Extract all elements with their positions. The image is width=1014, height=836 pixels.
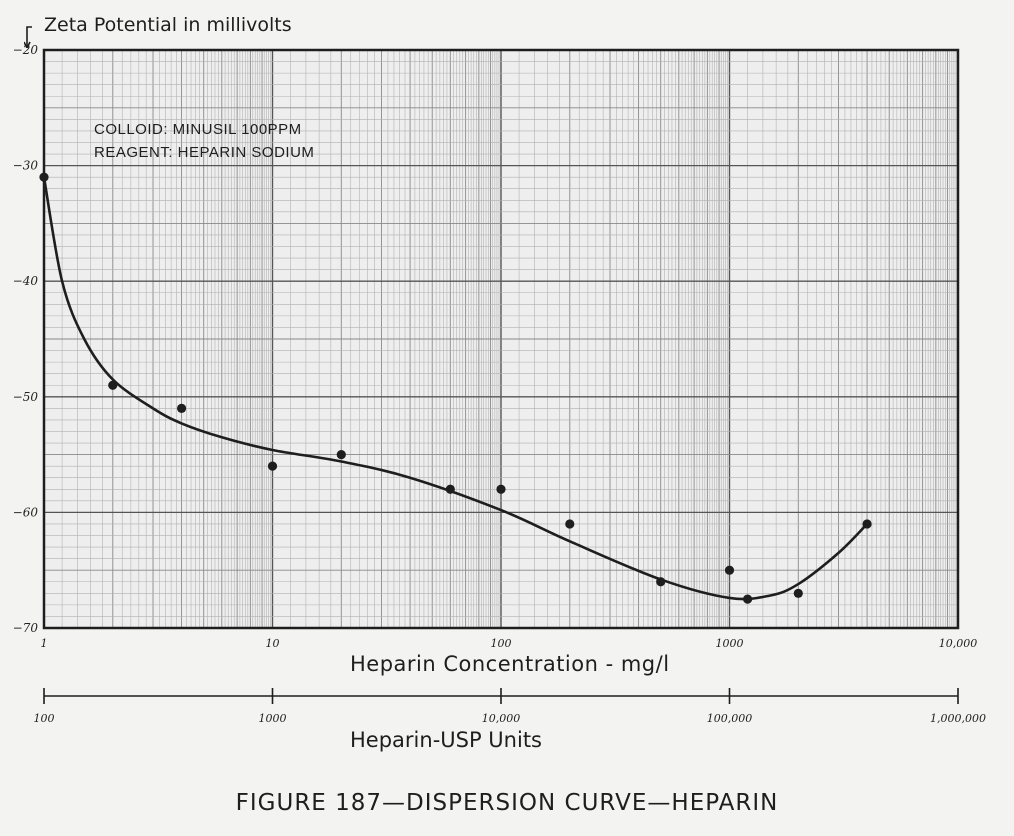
data-points xyxy=(39,172,872,604)
chart-grid xyxy=(43,49,959,629)
usp-tick-label: 1000 xyxy=(259,712,287,725)
data-point xyxy=(862,519,872,529)
y-axis-ticks: −20 −30 −40 −50 −60 −70 xyxy=(13,43,39,635)
y-tick-label: −40 xyxy=(13,274,39,288)
data-point xyxy=(39,172,49,182)
y-tick-label: −20 xyxy=(13,43,39,57)
figure-caption: FIGURE 187—DISPERSION CURVE—HEPARIN xyxy=(235,790,779,816)
data-point xyxy=(793,588,803,598)
data-point xyxy=(108,380,118,390)
y-tick-label: −30 xyxy=(13,159,39,173)
usp-tick-label: 10,000 xyxy=(482,712,521,725)
plot-frame xyxy=(42,48,960,630)
usp-tick-label: 100 xyxy=(34,712,55,725)
data-point xyxy=(496,484,506,494)
y-axis-arrow-icon xyxy=(24,26,32,48)
dispersion-curve xyxy=(42,176,868,601)
data-point xyxy=(565,519,575,529)
x-tick-label: 100 xyxy=(491,637,512,650)
x-axis-title: Heparin Concentration - mg/l xyxy=(350,652,670,676)
x-axis-ticks: 1 10 100 1000 10,000 xyxy=(41,637,978,650)
usp-units-axis: 100 1000 10,000 100,000 1,000,000 xyxy=(34,688,986,725)
x-tick-label: 1 xyxy=(41,637,48,650)
x-tick-label: 10 xyxy=(266,637,280,650)
data-point xyxy=(176,403,187,413)
y-tick-label: −60 xyxy=(13,505,39,519)
y-tick-label: −50 xyxy=(13,390,39,404)
data-point xyxy=(742,594,753,604)
data-point xyxy=(336,450,346,460)
y-tick-label: −70 xyxy=(13,621,39,635)
usp-tick-label: 1,000,000 xyxy=(930,712,986,725)
data-point xyxy=(445,484,455,494)
data-point xyxy=(724,565,735,575)
data-point xyxy=(267,461,278,471)
x-tick-label: 10,000 xyxy=(939,637,978,650)
x-tick-label: 1000 xyxy=(716,637,744,650)
y-axis-title: Zeta Potential in millivolts xyxy=(44,14,292,36)
usp-axis-title: Heparin-USP Units xyxy=(350,728,542,752)
colloid-annotation: COLLOID: MINUSIL 100ppm xyxy=(94,121,302,138)
usp-tick-label: 100,000 xyxy=(707,712,753,725)
data-point xyxy=(656,577,666,587)
reagent-annotation: REAGENT: HEPARIN SODIUM xyxy=(94,144,315,161)
